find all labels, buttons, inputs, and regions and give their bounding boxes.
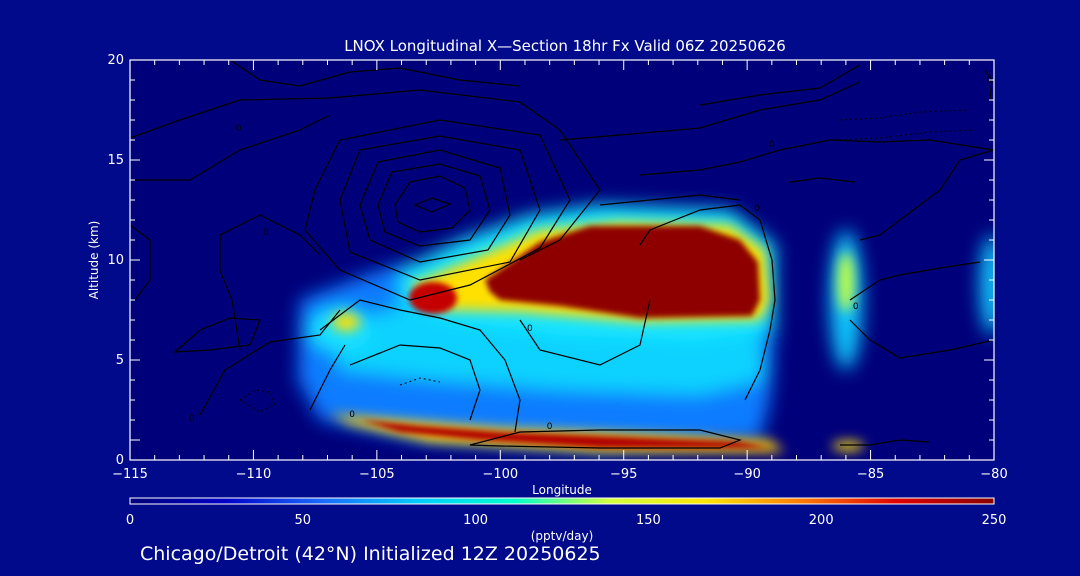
- contour-value-label: 0: [236, 124, 242, 134]
- contour-line: [639, 204, 776, 401]
- contour-lines: [130, 60, 994, 449]
- colorbar-tick-label: 100: [463, 513, 488, 528]
- plot-area: 0 0 0 0 0 0 0 0 0 0: [129, 59, 995, 461]
- x-tick-label: −80: [980, 467, 1007, 482]
- contour-line: [359, 149, 511, 263]
- contour-dotted-line: [839, 109, 971, 121]
- contour-value-label: 0: [189, 414, 195, 424]
- contour-line: [599, 194, 741, 206]
- contour-line: [130, 89, 601, 261]
- field-region-w103-max: [409, 282, 457, 314]
- chart-title: LNOX Longitudinal X—Section 18hr Fx Vali…: [344, 37, 786, 55]
- colorbar-ticks: 0 50 100 150 200 250: [126, 513, 1007, 528]
- x-axis-label: Longitude: [532, 483, 592, 497]
- x-tick-label: −115: [112, 467, 148, 482]
- contour-value-label: 0: [263, 228, 269, 238]
- contour-value-label: 0: [986, 76, 992, 86]
- contour-value-label: 0: [769, 140, 775, 150]
- y-tick-label: 5: [116, 353, 124, 368]
- contour-dotted-line: [829, 129, 976, 141]
- contour-line: [173, 317, 261, 353]
- x-axis: −115 −110 −105 −100 −95 −90 −85 −80: [112, 60, 1008, 482]
- contour-label-layer: 0 0 0 0 0 0 0 0 0 0: [189, 76, 992, 432]
- contour-line: [849, 261, 981, 301]
- y-axis-label: Altitude (km): [87, 221, 101, 300]
- x-tick-label: −110: [236, 467, 272, 482]
- y-axis: 0 5 10 15 20: [107, 53, 994, 468]
- colorbar-strip: [129, 497, 995, 505]
- contour-line: [699, 64, 861, 106]
- field-region-w106-yellow: [332, 313, 360, 331]
- contour-value-label: 0: [527, 324, 533, 334]
- colorbar-tick-label: 150: [636, 513, 661, 528]
- colorbar-tick-label: 250: [982, 513, 1007, 528]
- contour-line: [413, 197, 452, 213]
- x-tick-label: −85: [857, 467, 884, 482]
- contour-value-label: 0: [754, 204, 760, 214]
- y-tick-label: 15: [107, 153, 124, 168]
- y-tick-label: 20: [107, 53, 124, 68]
- footer-caption: Chicago/Detroit (42°N) Initialized 12Z 2…: [140, 543, 601, 565]
- field-region-col85-yellow: [838, 252, 854, 312]
- contour-dotted-line: [399, 377, 441, 386]
- contour-line: [840, 439, 931, 446]
- contour-line: [789, 177, 856, 183]
- contour-line: [219, 214, 321, 351]
- contour-line: [339, 135, 541, 281]
- colorbar-label: (pptv/day): [531, 529, 594, 543]
- x-tick-label: −90: [733, 467, 760, 482]
- y-tick-label: 0: [116, 453, 124, 468]
- contour-line: [519, 299, 651, 366]
- colorbar-tick-label: 0: [126, 513, 134, 528]
- contour-line: [229, 60, 521, 87]
- contour-dotted: [239, 109, 976, 413]
- contour-line: [304, 119, 571, 301]
- field-region-col85-sfc-yellow: [832, 441, 864, 451]
- colorbar-tick-label: 200: [809, 513, 834, 528]
- contour-line: [559, 81, 861, 141]
- contour-value-label: 0: [547, 422, 553, 432]
- contour-line: [130, 114, 331, 181]
- contour-line: [199, 309, 341, 416]
- colorbar-tick-label: 50: [295, 513, 312, 528]
- contour-line: [130, 224, 151, 301]
- colorbar: 0 50 100 150 200 250 (pptv/day): [126, 497, 1007, 543]
- contour-line: [309, 344, 346, 411]
- field-region-upper-max: [485, 226, 760, 318]
- contour-line: [377, 163, 491, 247]
- contour-value-label: 0: [853, 302, 859, 312]
- contour-line: [849, 319, 994, 359]
- contour-line: [639, 139, 994, 176]
- x-tick-label: −105: [359, 467, 395, 482]
- contour-dotted-line: [239, 389, 276, 413]
- contour-line: [319, 299, 521, 433]
- contour-line: [469, 429, 742, 449]
- contour-line: [859, 149, 994, 241]
- y-tick-label: 10: [107, 253, 124, 268]
- field-region-surface-max: [360, 420, 770, 448]
- field-region-lower-core: [330, 300, 765, 395]
- x-tick-label: −95: [610, 467, 637, 482]
- x-tick-label: −100: [482, 467, 518, 482]
- contour-value-label: 0: [349, 410, 355, 420]
- contour-line: [349, 344, 481, 421]
- contour-line: [394, 175, 471, 233]
- heatmap-field: [298, 205, 994, 452]
- field-red-layer: [360, 226, 770, 448]
